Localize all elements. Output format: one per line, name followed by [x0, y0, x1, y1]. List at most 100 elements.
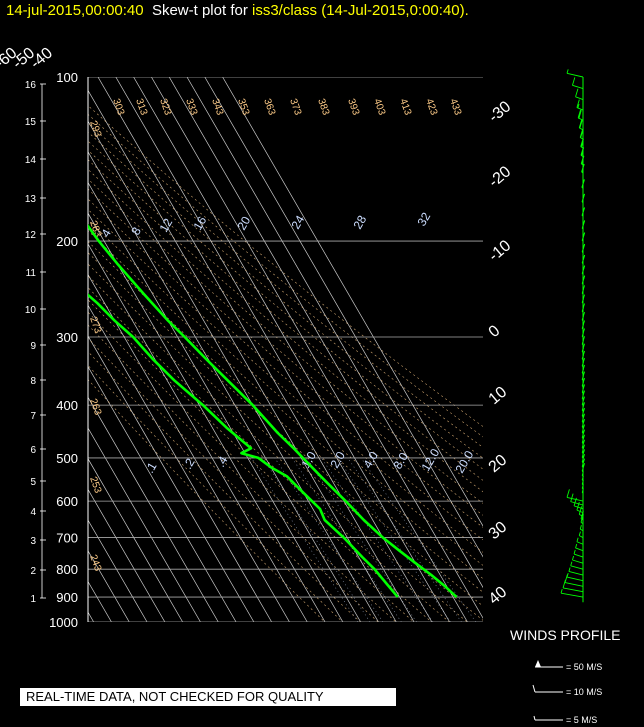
isotherm-line: [186, 77, 483, 589]
pressure-tick-label: 100: [56, 70, 78, 85]
wind-barb: [581, 193, 586, 203]
dry-adiabat-line: [88, 287, 450, 622]
mixing-ratio-label: 12: [156, 216, 175, 235]
wind-barb: [581, 350, 586, 360]
wind-barb: [581, 488, 584, 494]
wind-barb: [581, 413, 586, 423]
wind-barb: [581, 343, 586, 353]
wind-barb: [571, 77, 584, 89]
wind-barb: [581, 220, 586, 230]
dry-adiabat-label: 243: [87, 553, 103, 573]
wind-barb: [566, 69, 584, 78]
pressure-tick-label: 600: [56, 494, 78, 509]
wind-barb: [566, 489, 584, 502]
wind-barb: [581, 458, 586, 468]
winds-profile-title: WINDS PROFILE: [510, 627, 620, 643]
isotherm-line: [88, 611, 94, 622]
mixing-ratio-label: 28: [350, 213, 369, 232]
mixing-ratio-label: 24: [288, 213, 307, 232]
pressure-tick-label: 200: [56, 234, 78, 249]
dry-adiabat-label: 263: [87, 397, 103, 417]
wind-barb: [581, 254, 586, 264]
dry-adiabat-line: [88, 122, 483, 448]
profile-layer: [88, 223, 458, 599]
wind-barb: [581, 429, 586, 439]
wind-barb: [580, 138, 584, 149]
label-layer: 1002003004005006007008009001000123456789…: [0, 45, 515, 630]
mixing-ratio-line: [274, 457, 384, 622]
dry-adiabat-line: [88, 379, 326, 622]
isotherm-line: [88, 89, 397, 622]
wind-barb: [576, 99, 584, 111]
dry-adiabat-label: 413: [397, 97, 413, 117]
wind-barb: [571, 555, 584, 564]
wind-barb: [577, 109, 584, 121]
mixing-ratio-label: 8: [128, 224, 144, 237]
mixing-ratio-line: [262, 457, 371, 622]
height-tick-label: 5: [30, 477, 36, 488]
dry-adiabat-line: [88, 208, 483, 553]
wind-barb: [581, 357, 586, 368]
isotherm-line: [115, 77, 433, 622]
wind-barb: [580, 147, 585, 158]
wind-barb: [581, 232, 586, 242]
dry-adiabat-line: [88, 159, 483, 493]
mixing-ratio-label: 2.0: [327, 449, 348, 471]
right-isotherm-label: -10: [486, 237, 515, 265]
wind-barb: [581, 439, 586, 449]
wind-legend-label: = 50 M/S: [566, 662, 602, 672]
wind-barb: [581, 402, 586, 412]
mixing-ratio-label: 4: [98, 226, 114, 239]
isotherm-line: [88, 243, 308, 622]
dry-adiabat-line: [88, 311, 414, 622]
isotherm-line: [88, 519, 148, 622]
wind-barb: [579, 524, 584, 532]
wind-legend: WINDS PROFILE = 50 M/S = 10 M/S = 5 M/S: [510, 627, 620, 725]
pressure-tick-label: 500: [56, 451, 78, 466]
half-barb-icon: [533, 715, 563, 721]
dry-adiabat-label: 343: [209, 97, 225, 117]
height-tick-label: 16: [25, 80, 37, 91]
mixing-ratio-label: 16: [190, 214, 209, 233]
right-isotherm-label: 10: [486, 384, 511, 409]
dry-adiabat-line: [88, 351, 361, 622]
isotherm-line: [88, 181, 344, 622]
station-time: (14-Jul-2015,0:00:40).: [321, 2, 469, 19]
wind-barb: [581, 377, 586, 388]
wind-barb: [581, 390, 586, 400]
pennant-barb-icon: [535, 660, 563, 668]
dry-adiabat-label: 433: [447, 97, 463, 117]
height-tick-label: 12: [25, 230, 37, 241]
mixing-ratio-label: .1: [142, 460, 159, 476]
dry-adiabat-label: 323: [157, 97, 173, 117]
wind-barb: [581, 371, 586, 381]
height-tick-label: 6: [30, 445, 36, 456]
isotherm-line: [88, 458, 183, 622]
wind-barb: [581, 444, 586, 454]
wind-barb: [578, 119, 584, 131]
axis-layer: [40, 77, 89, 622]
dry-adiabat-label: 333: [183, 97, 199, 117]
isotherm-line: [88, 488, 166, 622]
wind-legend-label: = 10 M/S: [566, 687, 602, 697]
wind-barb: [581, 285, 586, 295]
dry-adiabat-line: [88, 131, 483, 459]
right-isotherm-label: -20: [486, 163, 515, 191]
right-isotherm-label: -30: [486, 98, 515, 126]
dry-adiabat-line: [88, 178, 483, 516]
pressure-tick-label: 400: [56, 398, 78, 413]
wind-barb: [581, 364, 586, 374]
isotherm-line: [133, 77, 450, 622]
height-tick-label: 2: [30, 566, 36, 577]
isotherm-line: [204, 77, 483, 558]
full-barb-icon: [532, 684, 563, 693]
wind-barb: [581, 407, 586, 418]
height-tick-label: 9: [30, 341, 36, 352]
isotherm-line: [88, 427, 201, 622]
height-tick-label: 15: [25, 117, 37, 128]
dry-adiabat-line: [88, 241, 483, 593]
wind-barb: [581, 243, 586, 253]
isotherm-line: [88, 151, 361, 622]
isotherm-line: [88, 335, 255, 622]
